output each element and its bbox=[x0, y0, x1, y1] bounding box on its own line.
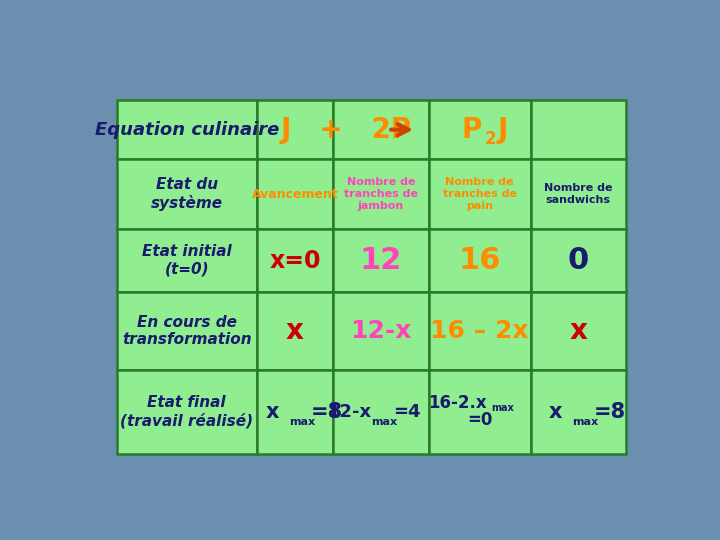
Text: 16-2.x: 16-2.x bbox=[428, 394, 487, 411]
Text: P: P bbox=[462, 116, 482, 144]
Bar bbox=[531, 100, 626, 159]
Bar bbox=[257, 100, 333, 159]
Bar bbox=[428, 229, 531, 292]
Text: x: x bbox=[266, 402, 279, 422]
Bar bbox=[257, 370, 333, 454]
Bar bbox=[117, 229, 257, 292]
Text: 12-x: 12-x bbox=[328, 403, 372, 421]
Text: Avancement: Avancement bbox=[251, 187, 338, 200]
Bar bbox=[428, 370, 531, 454]
Text: Equation culinaire: Equation culinaire bbox=[94, 120, 279, 139]
Bar bbox=[257, 292, 333, 370]
Text: Etat initial
(t=0): Etat initial (t=0) bbox=[142, 244, 232, 276]
Bar bbox=[531, 292, 626, 370]
Text: max: max bbox=[371, 417, 397, 427]
Bar bbox=[333, 370, 428, 454]
Text: =4: =4 bbox=[393, 403, 420, 421]
Text: =0: =0 bbox=[467, 411, 492, 429]
Text: =8: =8 bbox=[594, 402, 626, 422]
Bar bbox=[428, 159, 531, 229]
Text: Nombre de
tranches de
pain: Nombre de tranches de pain bbox=[443, 178, 517, 211]
Bar bbox=[257, 159, 333, 229]
Text: x: x bbox=[286, 317, 304, 345]
Text: 12: 12 bbox=[360, 246, 402, 275]
Text: Nombre de
tranches de
jambon: Nombre de tranches de jambon bbox=[344, 178, 418, 211]
Text: 16: 16 bbox=[459, 246, 501, 275]
Text: =8: =8 bbox=[310, 402, 343, 422]
Text: x: x bbox=[549, 402, 562, 422]
Bar bbox=[333, 100, 428, 159]
Text: max: max bbox=[572, 417, 598, 427]
Text: Nombre de
sandwichs: Nombre de sandwichs bbox=[544, 183, 612, 205]
Bar bbox=[531, 370, 626, 454]
Bar bbox=[117, 100, 257, 159]
Text: J: J bbox=[498, 116, 508, 144]
Bar bbox=[117, 159, 257, 229]
Text: Etat final
(travail réalisé): Etat final (travail réalisé) bbox=[120, 395, 253, 428]
Text: x=0: x=0 bbox=[269, 248, 320, 273]
Text: 2: 2 bbox=[485, 130, 496, 148]
Bar bbox=[333, 292, 428, 370]
Text: 0: 0 bbox=[567, 246, 589, 275]
Bar bbox=[257, 229, 333, 292]
Bar bbox=[333, 159, 428, 229]
Text: 12-x: 12-x bbox=[350, 319, 412, 343]
Text: En cours de
transformation: En cours de transformation bbox=[122, 315, 251, 347]
Text: 16 – 2x: 16 – 2x bbox=[431, 319, 529, 343]
Bar bbox=[117, 292, 257, 370]
Text: max: max bbox=[491, 402, 513, 413]
Bar bbox=[117, 370, 257, 454]
Bar bbox=[333, 229, 428, 292]
Text: x: x bbox=[570, 317, 587, 345]
Text: J   +   2P: J + 2P bbox=[281, 116, 412, 144]
Text: Etat du
système: Etat du système bbox=[150, 177, 222, 211]
Bar bbox=[428, 100, 531, 159]
Bar bbox=[531, 159, 626, 229]
Bar bbox=[428, 292, 531, 370]
Text: max: max bbox=[289, 417, 315, 427]
Bar bbox=[531, 229, 626, 292]
